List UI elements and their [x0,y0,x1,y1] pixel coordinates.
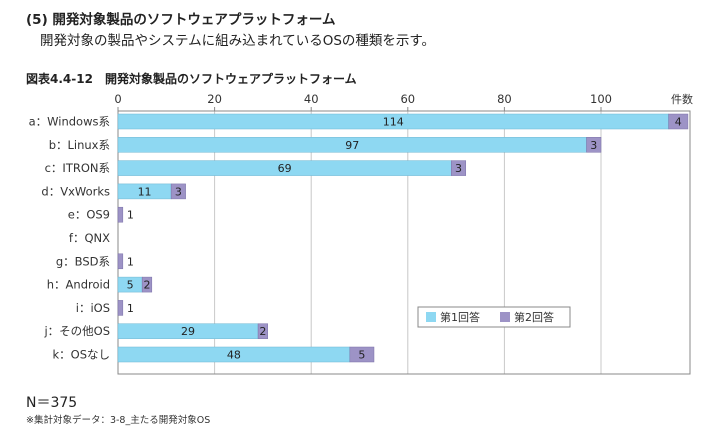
data-label-second-answer: 2 [143,279,150,292]
category-label: k：OSなし [52,348,110,362]
bar-second-answer [141,276,153,293]
bar-second-answer [170,183,186,200]
data-label-second-answer: 1 [127,255,134,268]
bar-second-answer [668,113,689,130]
data-label-second-answer: 3 [590,139,597,152]
x-tick-label: 0 [114,92,121,106]
bar-second-answer [257,323,268,339]
data-label-second-answer: 3 [175,185,182,198]
bar-second-answer [117,253,124,270]
legend-swatch-second-answer [500,312,510,322]
bar-second-answer [117,206,124,223]
category-label: h：Android [47,278,110,292]
data-label-second-answer: 2 [259,325,266,338]
data-source-note: ※集計対象データ：3-8_主たる開発対象OS [26,415,211,426]
legend [417,306,571,328]
plot-frame [117,110,691,375]
x-tick-label: 20 [207,92,222,106]
bar-second-answer [586,137,602,153]
category-label: d：VxWorks [41,184,110,198]
data-label-first-answer: 48 [227,349,241,362]
legend-swatch-first-answer [426,312,436,322]
bar-second-answer [451,160,467,176]
x-tick-label: 60 [400,92,415,106]
bar-second-answer [117,300,124,316]
category-label: j：その他OS [43,324,110,338]
section-description: 開発対象の製品やシステムに組み込まれているOSの種類を示す。 [40,33,436,49]
data-label-first-answer: 114 [383,116,404,129]
x-tick-label: 100 [590,92,612,106]
section-title: (5) 開発対象製品のソフトウェアプラットフォーム [26,12,336,28]
category-label: g：BSD系 [56,254,110,268]
bar-second-answer [349,346,375,363]
x-tick-label: 80 [497,92,512,106]
data-label-second-answer: 3 [455,162,462,175]
data-label-second-answer: 4 [675,116,682,129]
data-label-first-answer: 97 [345,139,359,152]
data-label-first-answer: 11 [138,185,152,198]
category-label: c：ITRON系 [45,161,110,175]
data-label-second-answer: 1 [127,209,134,222]
legend-label-second-answer: 第2回答 [514,310,554,324]
data-label-second-answer: 5 [358,349,365,362]
legend-label-first-answer: 第1回答 [440,310,480,324]
category-label: i：iOS [76,301,110,315]
x-axis-unit-label: 件数 [671,93,693,106]
category-label: e：OS9 [68,208,110,222]
figure-title: 図表4.4-12 開発対象製品のソフトウェアプラットフォーム [26,72,357,86]
category-label: f：QNX [69,231,110,245]
data-label-first-answer: 69 [278,162,292,175]
data-label-first-answer: 5 [127,279,134,292]
data-label-first-answer: 29 [181,325,195,338]
sample-size-label: N＝375 [26,395,78,411]
x-tick-label: 40 [304,92,319,106]
data-label-second-answer: 1 [127,302,134,315]
category-label: a：Windows系 [29,115,110,129]
category-label: b：Linux系 [49,138,110,152]
